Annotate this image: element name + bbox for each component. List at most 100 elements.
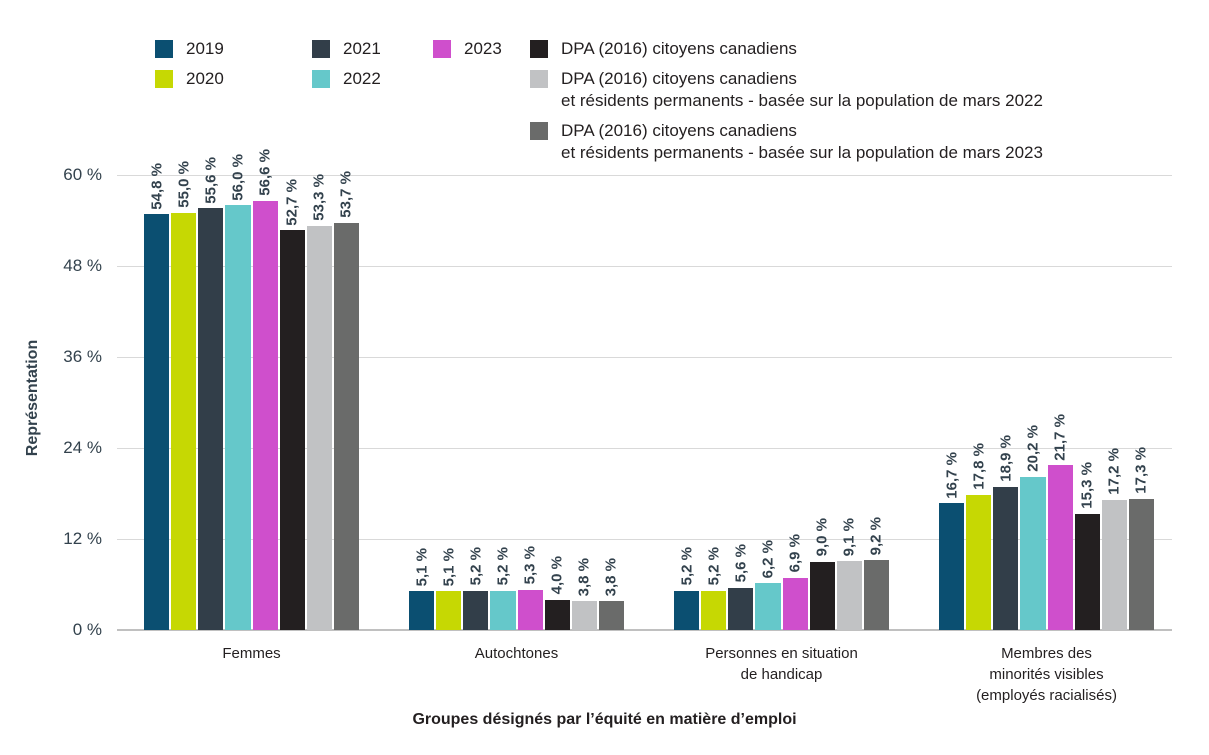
legend-item-dpa-3: DPA (2016) citoyens canadiens et résident… bbox=[530, 120, 1043, 164]
y-axis-tick-label: 24 % bbox=[63, 438, 102, 457]
y-axis-tick-label: 36 % bbox=[63, 347, 102, 366]
bar-value-label: 6,2 % bbox=[759, 539, 777, 578]
legend-swatch bbox=[530, 70, 548, 88]
legend-item-label: 2023 bbox=[464, 39, 502, 58]
bar: 4,0 % bbox=[544, 556, 570, 630]
legend-item-2023: 2023 bbox=[433, 38, 502, 60]
y-axis-tick-label: 0 % bbox=[72, 620, 102, 639]
legend-swatch bbox=[433, 40, 451, 58]
bar: 5,2 % bbox=[463, 547, 489, 630]
bar-value-label: 53,3 % bbox=[310, 174, 328, 221]
bar: 53,7 % bbox=[333, 171, 359, 630]
category-label: Femmes bbox=[222, 645, 281, 662]
gridline bbox=[117, 629, 1172, 631]
category-label: Personnes en situation de handicap bbox=[705, 645, 858, 683]
bar-value-label: 4,0 % bbox=[548, 556, 566, 595]
bar: 56,6 % bbox=[252, 149, 278, 630]
legend-swatch bbox=[155, 40, 173, 58]
bar-value-label: 5,2 % bbox=[467, 547, 485, 586]
bar: 9,2 % bbox=[863, 517, 889, 630]
bar-group: 5,2 % 5,2 % 5,6 % 6,2 % 6,9 % 9,0 % 9,1 % 9,2 % bbox=[674, 150, 889, 630]
bar: 6,2 % bbox=[755, 540, 781, 630]
legend-column: 2023 bbox=[433, 38, 502, 60]
bar-value-label: 55,6 % bbox=[202, 156, 220, 204]
bar: 17,3 % bbox=[1128, 447, 1154, 630]
y-axis-tick-label: 48 % bbox=[63, 256, 102, 275]
bar-value-label: 15,3 % bbox=[1078, 462, 1096, 509]
bar: 15,3 % bbox=[1074, 462, 1100, 630]
bar: 52,7 % bbox=[279, 179, 305, 630]
legend-item-label: 2021 bbox=[343, 39, 381, 58]
y-axis-tick-label: 12 % bbox=[63, 529, 102, 548]
bar: 53,3 % bbox=[306, 174, 332, 630]
bar-value-label: 53,7 % bbox=[337, 171, 355, 218]
bar-value-label: 3,8 % bbox=[575, 557, 593, 597]
gridline bbox=[117, 448, 1172, 449]
legend-item-label: DPA (2016) citoyens canadiens et résident… bbox=[561, 69, 1043, 110]
x-axis-title: Groupes désignés par l’équité en matière… bbox=[412, 711, 797, 728]
legend-swatch bbox=[155, 70, 173, 88]
bar-value-label: 16,7 % bbox=[943, 451, 961, 499]
gridline bbox=[117, 266, 1172, 267]
bar-value-label: 54,8 % bbox=[148, 162, 166, 210]
bar: 20,2 % bbox=[1020, 425, 1046, 630]
bar-value-label: 56,6 % bbox=[256, 149, 274, 196]
gridline bbox=[117, 357, 1172, 358]
bar-value-label: 9,0 % bbox=[813, 518, 831, 557]
bar: 55,6 % bbox=[198, 157, 224, 630]
bar-group: 54,8 % 55,0 % 55,6 % 56,0 % 56,6 % 52,7 % 53,3… bbox=[144, 149, 359, 630]
bar: 3,8 % bbox=[571, 558, 597, 630]
bar-value-label: 5,2 % bbox=[678, 547, 696, 586]
legend-item-2020: 2020 bbox=[155, 68, 224, 90]
legend-item-label: 2022 bbox=[343, 69, 381, 88]
legend-item-dpa-1: DPA (2016) citoyens canadiens bbox=[530, 38, 1043, 60]
bar: 18,9 % bbox=[993, 435, 1019, 630]
bar-value-label: 5,2 % bbox=[494, 547, 512, 586]
legend-item-label: 2019 bbox=[186, 39, 224, 58]
legend-swatch bbox=[530, 122, 548, 140]
gridline bbox=[117, 539, 1172, 540]
bar-value-label: 20,2 % bbox=[1024, 425, 1042, 472]
bar: 21,7 % bbox=[1047, 414, 1073, 630]
bar: 5,1 % bbox=[436, 548, 462, 630]
bar-value-label: 17,2 % bbox=[1105, 447, 1123, 495]
bar: 5,2 % bbox=[674, 547, 700, 630]
legend-swatch bbox=[530, 40, 548, 58]
bar: 55,0 % bbox=[171, 161, 197, 630]
legend-swatch bbox=[312, 70, 330, 88]
legend-item-label: DPA (2016) citoyens canadiens et résident… bbox=[561, 121, 1043, 162]
bar-value-label: 5,6 % bbox=[732, 544, 750, 583]
category-label: Membres des minorités visibles (employés r… bbox=[976, 645, 1117, 704]
legend-item-2019: 2019 bbox=[155, 38, 224, 60]
bar-value-label: 5,3 % bbox=[521, 546, 539, 585]
bar: 5,2 % bbox=[701, 547, 727, 630]
bar: 9,0 % bbox=[809, 518, 835, 630]
bar-value-label: 9,2 % bbox=[867, 516, 885, 556]
bar-value-label: 52,7 % bbox=[283, 178, 301, 226]
bar-value-label: 17,8 % bbox=[970, 443, 988, 491]
legend-swatch bbox=[312, 40, 330, 58]
bar: 54,8 % bbox=[144, 163, 170, 630]
bar: 5,1 % bbox=[409, 548, 435, 630]
bar-value-label: 6,9 % bbox=[786, 534, 804, 573]
legend-column: 2019 2020 bbox=[155, 38, 224, 90]
bar-value-label: 18,9 % bbox=[997, 434, 1015, 482]
bar-value-label: 5,1 % bbox=[440, 547, 458, 587]
bar: 56,0 % bbox=[225, 154, 251, 630]
bar: 17,2 % bbox=[1101, 448, 1127, 630]
bar: 6,9 % bbox=[782, 534, 808, 630]
bar: 16,7 % bbox=[939, 452, 965, 630]
bar-value-label: 21,7 % bbox=[1051, 413, 1069, 461]
bar-value-label: 55,0 % bbox=[175, 161, 193, 208]
bar-value-label: 5,1 % bbox=[413, 547, 431, 587]
legend-column-dpa: DPA (2016) citoyens canadiens DPA (2016) … bbox=[530, 38, 1043, 164]
bar-value-label: 3,8 % bbox=[602, 557, 620, 597]
bar: 3,8 % bbox=[598, 558, 624, 630]
bar: 5,6 % bbox=[728, 544, 754, 630]
category-label: Autochtones bbox=[474, 645, 559, 662]
legend-column: 2021 2022 bbox=[312, 38, 381, 90]
legend-item-label: 2020 bbox=[186, 69, 224, 88]
legend-item-2022: 2022 bbox=[312, 68, 381, 90]
bar: 5,3 % bbox=[517, 546, 543, 630]
